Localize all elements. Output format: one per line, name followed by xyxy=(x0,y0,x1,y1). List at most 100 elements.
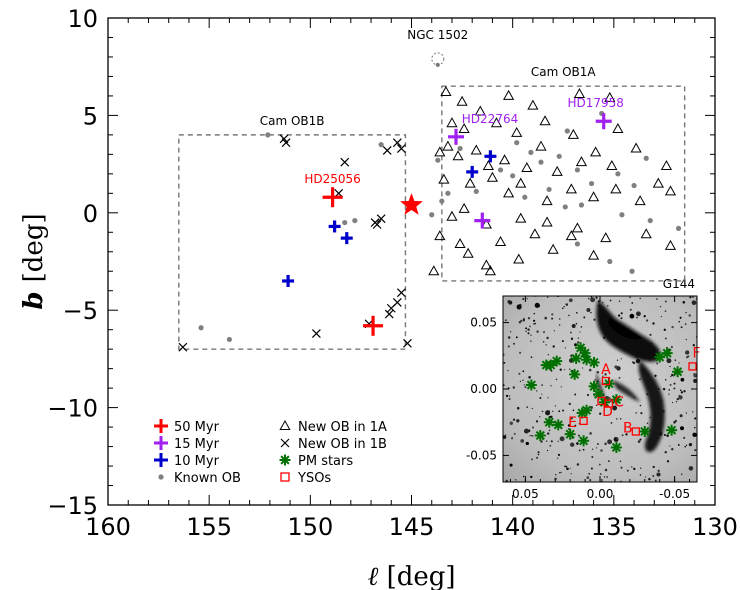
known-ob-point xyxy=(429,212,435,218)
new-ob-1a-point xyxy=(541,195,553,206)
new-ob-1a-point xyxy=(630,142,642,153)
background-star xyxy=(549,444,552,447)
background-star xyxy=(576,312,578,314)
legend: 50 Myr 15 Myr 10 Myr Known OB New OB in 1A Ne… xyxy=(154,419,387,486)
background-star xyxy=(514,479,517,481)
background-star xyxy=(619,417,622,420)
background-star xyxy=(679,389,682,392)
background-star xyxy=(595,447,598,449)
legend-cross-icon xyxy=(154,453,168,467)
background-star xyxy=(649,333,652,336)
background-star xyxy=(654,479,657,482)
new-ob-1a-point xyxy=(458,123,470,134)
pm-star-marker xyxy=(564,428,576,440)
ngc-label: NGC 1502 xyxy=(407,28,468,42)
yso-label: C xyxy=(614,395,624,411)
background-star xyxy=(683,390,686,393)
pm-star-stroke xyxy=(589,357,599,368)
pm-star-marker xyxy=(610,441,622,453)
background-star xyxy=(670,346,673,348)
yso-marker xyxy=(597,396,606,406)
background-star xyxy=(691,296,694,299)
known-ob-point xyxy=(607,258,613,265)
x-stroke xyxy=(340,157,350,167)
background-star xyxy=(671,401,674,404)
background-star xyxy=(635,358,641,364)
background-star xyxy=(557,453,561,456)
background-star xyxy=(629,296,631,299)
cluster-marker xyxy=(484,150,497,163)
background-star xyxy=(545,440,548,442)
inset-y-tick-label: 0.00 xyxy=(470,382,497,396)
background-star xyxy=(625,433,628,436)
known-ob-point xyxy=(574,167,581,173)
background-star xyxy=(505,434,507,436)
known-ob-point xyxy=(631,182,637,189)
new-ob-1a-point xyxy=(470,144,482,155)
known-ob-point xyxy=(457,145,463,152)
background-star xyxy=(505,479,508,482)
background-star xyxy=(685,444,688,446)
new-ob-1a-point xyxy=(571,222,584,233)
background-star xyxy=(657,469,660,473)
new-ob-1a-point xyxy=(456,95,468,106)
background-star xyxy=(629,313,635,319)
background-star xyxy=(600,478,603,481)
background-star xyxy=(633,467,636,471)
background-star xyxy=(671,325,674,329)
x-stroke xyxy=(281,138,291,148)
background-star xyxy=(652,465,655,469)
background-star xyxy=(571,324,576,328)
background-star xyxy=(551,317,554,320)
x-tick-label: 145 xyxy=(389,513,435,541)
background-star xyxy=(664,379,667,381)
background-star xyxy=(639,474,642,476)
pm-star-marker xyxy=(534,430,546,441)
background-star xyxy=(536,456,539,459)
background-star xyxy=(566,467,569,471)
y-tick-label: −10 xyxy=(47,395,98,423)
new-ob-1b-point xyxy=(370,218,380,227)
background-star xyxy=(580,326,583,328)
background-star xyxy=(531,435,534,437)
background-star xyxy=(508,395,511,397)
background-star xyxy=(692,411,694,413)
background-star xyxy=(527,332,530,335)
known-ob-point xyxy=(378,142,384,148)
background-star xyxy=(620,312,623,315)
background-star xyxy=(618,300,621,302)
yso-label: A xyxy=(601,362,611,378)
background-star xyxy=(618,376,621,379)
background-star xyxy=(568,402,571,406)
new-ob-1a-point xyxy=(486,171,499,182)
legend-cross-icon xyxy=(154,436,168,450)
background-star xyxy=(680,391,684,394)
background-star xyxy=(598,412,602,415)
background-star xyxy=(576,442,579,445)
pm-star-stroke xyxy=(576,343,586,353)
known-ob-point xyxy=(619,212,625,218)
background-star xyxy=(616,359,619,361)
background-star xyxy=(512,418,516,421)
known-ob-point xyxy=(342,219,348,226)
new-ob-1a-point xyxy=(511,126,523,137)
ngc-dot xyxy=(435,62,440,67)
background-star xyxy=(629,308,632,311)
background-star xyxy=(594,379,596,381)
y-tick-label: 10 xyxy=(67,5,98,33)
nebula-core xyxy=(608,318,642,340)
background-star xyxy=(693,378,697,383)
background-star xyxy=(527,317,531,320)
background-star xyxy=(617,314,621,317)
new-ob-1a-point xyxy=(664,185,677,196)
x-axis-label: ℓ [deg] xyxy=(367,562,455,590)
background-star xyxy=(522,297,525,301)
y-tick-label: 5 xyxy=(83,102,98,130)
new-ob-1a-point xyxy=(515,177,527,188)
x-tick-label: 150 xyxy=(287,513,333,541)
background-star xyxy=(546,432,550,435)
background-star xyxy=(520,439,525,443)
background-star xyxy=(664,450,667,454)
known-ob-point xyxy=(445,190,451,196)
